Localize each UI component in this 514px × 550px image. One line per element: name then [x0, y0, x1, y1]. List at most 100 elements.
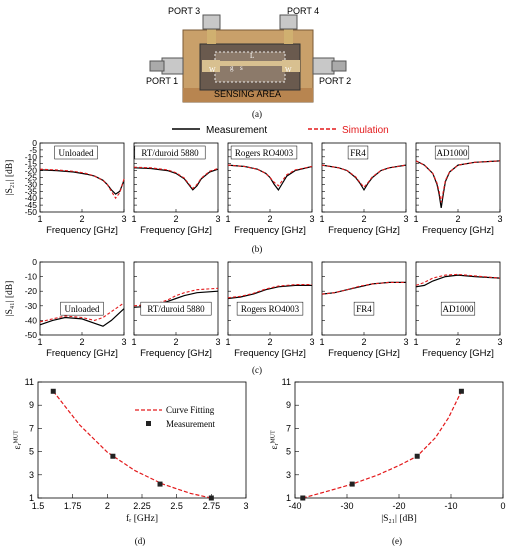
- x-tick-label: 1: [413, 214, 418, 224]
- x-tick-label: 2: [361, 337, 366, 347]
- measurement-point: [349, 481, 355, 487]
- port-3-label: PORT 3: [168, 6, 200, 16]
- x-tick-label: 0: [500, 501, 505, 511]
- y-tick-label: -20: [25, 166, 38, 176]
- simulation-series-line: [227, 164, 313, 187]
- panel-label-box: FR4: [353, 301, 375, 316]
- panel-label-box: AD1000: [440, 301, 476, 316]
- y-tick-label: -10: [25, 272, 38, 282]
- x-tick-label: 2.5: [170, 501, 183, 511]
- y-tick-label: 9: [286, 400, 291, 410]
- panel-label-frame: [230, 145, 298, 160]
- y-tick-label: -15: [25, 159, 38, 169]
- x-tick-label: 1: [131, 337, 136, 347]
- panel-label-box: FR4: [347, 145, 369, 160]
- panel-label-frame: [353, 301, 375, 316]
- x-tick-label: 3: [403, 214, 408, 224]
- x-tick-label: 2: [267, 337, 272, 347]
- panel-c-2: 1 2 3 Rogers RO4003 Frequency [GHz]: [225, 261, 315, 359]
- measurement-series-line: [415, 160, 501, 208]
- y-tick-label: 7: [29, 423, 34, 433]
- measurement-series-line: [133, 167, 219, 191]
- x-tick-label: 3: [403, 337, 408, 347]
- x-tick-label: -10: [444, 501, 457, 511]
- x-tick-label: 3: [215, 214, 220, 224]
- x-tick-label: 3: [497, 214, 502, 224]
- x-axis-label: Frequency [GHz]: [234, 225, 306, 236]
- legend-measurement-label: Measurement: [206, 125, 267, 136]
- measurement-point: [157, 481, 163, 487]
- simulation-series-line: [133, 166, 219, 190]
- s21-panels: 1 2 3 0-5-10-15-20-25-30-35-40-45-50 Unloade…: [5, 138, 503, 236]
- simulation-series-line: [321, 164, 407, 189]
- legend-d: Curve Fitting Measurement: [135, 405, 215, 429]
- y-tick-label: -10: [25, 152, 38, 162]
- top-legend: Measurement Simulation: [172, 125, 389, 136]
- measurement-point: [50, 388, 56, 394]
- x-tick-label: 1.75: [64, 501, 82, 511]
- x-tick-label: 3: [309, 214, 314, 224]
- panel-label-box: RT/duroid 5880: [134, 145, 206, 160]
- x-tick-label: 1: [37, 214, 42, 224]
- panel-label-box: Unloaded: [54, 145, 98, 160]
- x-tick-label: 1.5: [32, 501, 45, 511]
- y-tick-label: -25: [25, 173, 38, 183]
- x-tick-label: 1: [225, 337, 230, 347]
- y-tick-label: 9: [29, 400, 34, 410]
- port-2-label: PORT 2: [319, 76, 351, 86]
- y-tick-label: -50: [25, 207, 38, 217]
- panel-label-box: AD1000: [434, 145, 470, 160]
- y-tick-label: -30: [25, 179, 38, 189]
- port-1-label: PORT 1: [146, 76, 178, 86]
- x-tick-label: 2: [455, 337, 460, 347]
- panel-label: Rogers RO4003: [235, 148, 294, 158]
- measurement-series-line: [415, 274, 501, 288]
- panel-label: FR4: [350, 148, 366, 158]
- y-axis-label: |S₄₁| [dB]: [5, 281, 15, 317]
- y-tick-label: 5: [29, 447, 34, 457]
- measurement-series-line: [227, 284, 312, 300]
- panel-label: Rogers RO4003: [241, 304, 300, 314]
- dimension-label-l: L: [250, 52, 254, 60]
- panel-c-3: 1 2 3 FR4 Frequency [GHz]: [319, 261, 409, 359]
- measurement-point: [414, 453, 420, 459]
- measurement-series-line: [321, 164, 407, 192]
- panel-label: Unloaded: [59, 148, 94, 158]
- dimension-label-w0: W: [209, 66, 216, 74]
- sensor-photo: PORT 3 PORT 4 PORT 1 PORT 2 SENSING AREA…: [146, 6, 351, 103]
- x-axis-label: Frequency [GHz]: [422, 225, 494, 236]
- x-tick-label: 1: [131, 214, 136, 224]
- x-tick-label: 1: [225, 214, 230, 224]
- y-tick-label: -40: [25, 315, 38, 325]
- s41-panels: 1 2 3 0 -10 -20 -30 -40 -50 Unloaded Frequency [GH…: [5, 257, 503, 359]
- y-axis-label: εᵣᴹᵁᵀ: [270, 430, 280, 450]
- measurement-series-line: [39, 169, 125, 195]
- x-axis-label: Frequency [GHz]: [140, 348, 212, 359]
- panel-label-frame: [236, 301, 304, 316]
- panel-b-4: 1 2 3 AD1000 Frequency [GHz]: [413, 142, 503, 236]
- y-tick-label: -45: [25, 200, 38, 210]
- x-axis-label: Frequency [GHz]: [46, 225, 118, 236]
- plot-frame: [37, 381, 247, 499]
- caption-a: (a): [252, 109, 262, 119]
- x-axis-label: Frequency [GHz]: [422, 348, 494, 359]
- legend-measurement-marker: [146, 421, 151, 426]
- y-tick-label: 0: [32, 138, 37, 148]
- x-axis-label: Frequency [GHz]: [234, 348, 306, 359]
- x-axis-label: Frequency [GHz]: [328, 225, 400, 236]
- panel-label-frame: [140, 301, 212, 316]
- panel-frame: [321, 261, 407, 336]
- y-tick-label: 1: [29, 493, 34, 503]
- x-tick-label: -40: [288, 501, 301, 511]
- x-axis-label: Frequency [GHz]: [46, 348, 118, 359]
- panel-b-2: 1 2 3 Rogers RO4003 Frequency [GHz]: [225, 142, 315, 236]
- panel-label-box: RT/duroid 5880: [140, 301, 212, 316]
- simulation-series-line: [321, 281, 406, 295]
- dimension-label-s: s: [240, 64, 243, 72]
- x-tick-label: 3: [121, 337, 126, 347]
- x-tick-label: 2: [455, 214, 460, 224]
- port-4-label: PORT 4: [287, 6, 319, 16]
- x-tick-label: 3: [215, 337, 220, 347]
- panel-label-frame: [434, 145, 470, 160]
